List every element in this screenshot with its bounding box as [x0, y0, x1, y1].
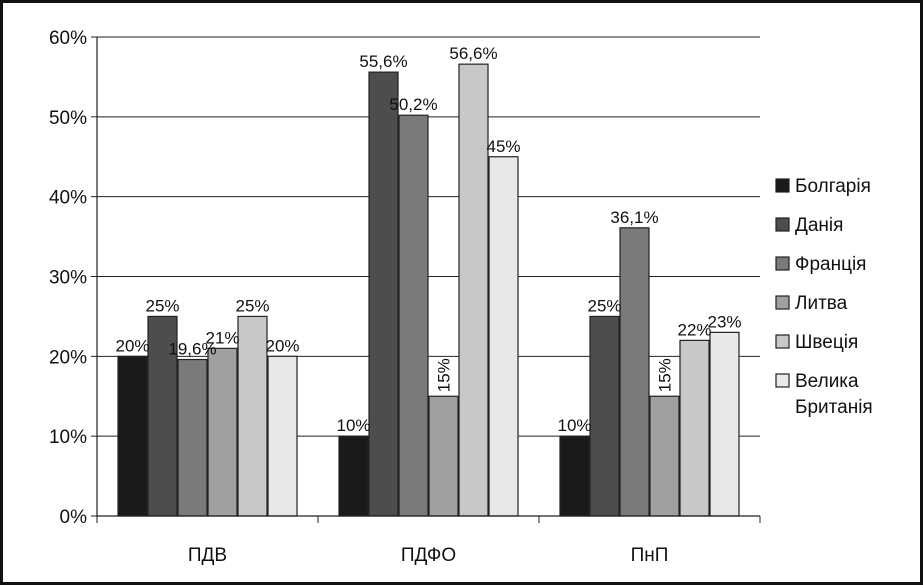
data-label: 36,1%	[610, 208, 658, 227]
bar	[267, 355, 298, 517]
bar	[619, 227, 650, 517]
bar	[338, 435, 369, 517]
x-category-label: ПДВ	[188, 545, 227, 566]
legend-swatch	[775, 256, 790, 271]
x-category-label: ПнП	[631, 545, 669, 566]
data-label: 15%	[435, 358, 454, 392]
data-label: 15%	[656, 358, 675, 392]
legend-swatch	[775, 217, 790, 232]
bar	[589, 315, 620, 517]
legend-swatch	[775, 373, 790, 388]
data-label: 45%	[486, 137, 520, 156]
legend-label: Литва	[795, 293, 848, 314]
data-label: 56,6%	[449, 44, 497, 63]
bar	[458, 63, 489, 517]
data-label: 10%	[336, 416, 370, 435]
bar	[237, 315, 268, 517]
data-label: 19,6%	[168, 340, 216, 359]
data-label: 10%	[557, 416, 591, 435]
bar	[649, 395, 680, 517]
legend-label: Франція	[795, 254, 866, 275]
data-label: 23%	[707, 312, 741, 331]
bar	[709, 331, 740, 517]
bar	[488, 156, 519, 517]
y-tick-label: 40%	[49, 188, 87, 209]
legend-label: Велика Британія	[795, 371, 873, 418]
bar	[147, 315, 178, 517]
y-tick-label: 0%	[60, 507, 88, 528]
data-label: 50,2%	[389, 95, 437, 114]
data-label: 25%	[235, 296, 269, 315]
bar	[207, 347, 238, 517]
bar	[117, 355, 148, 517]
legend-swatch	[775, 178, 790, 193]
bar	[428, 395, 459, 517]
y-tick-label: 20%	[49, 347, 87, 368]
y-tick-label: 30%	[49, 268, 87, 289]
x-category-label: ПДФО	[401, 545, 456, 566]
legend-label: Болгарія	[795, 176, 871, 197]
bar	[368, 71, 399, 517]
data-label: 25%	[587, 296, 621, 315]
data-label: 20%	[265, 336, 299, 355]
legend-label: Швеція	[795, 332, 858, 353]
y-tick-label: 50%	[49, 108, 87, 129]
legend-swatch	[775, 334, 790, 349]
bar	[559, 435, 590, 517]
bar	[177, 358, 208, 517]
y-tick-label: 60%	[49, 28, 87, 49]
bar	[398, 114, 429, 517]
data-label: 20%	[115, 336, 149, 355]
bar	[679, 339, 710, 517]
data-label: 55,6%	[359, 52, 407, 71]
data-label: 25%	[145, 296, 179, 315]
legend-label: Данія	[795, 215, 843, 236]
y-tick-label: 10%	[49, 427, 87, 448]
data-label: 22%	[677, 320, 711, 339]
legend-swatch	[775, 295, 790, 310]
data-label: 21%	[205, 328, 239, 347]
